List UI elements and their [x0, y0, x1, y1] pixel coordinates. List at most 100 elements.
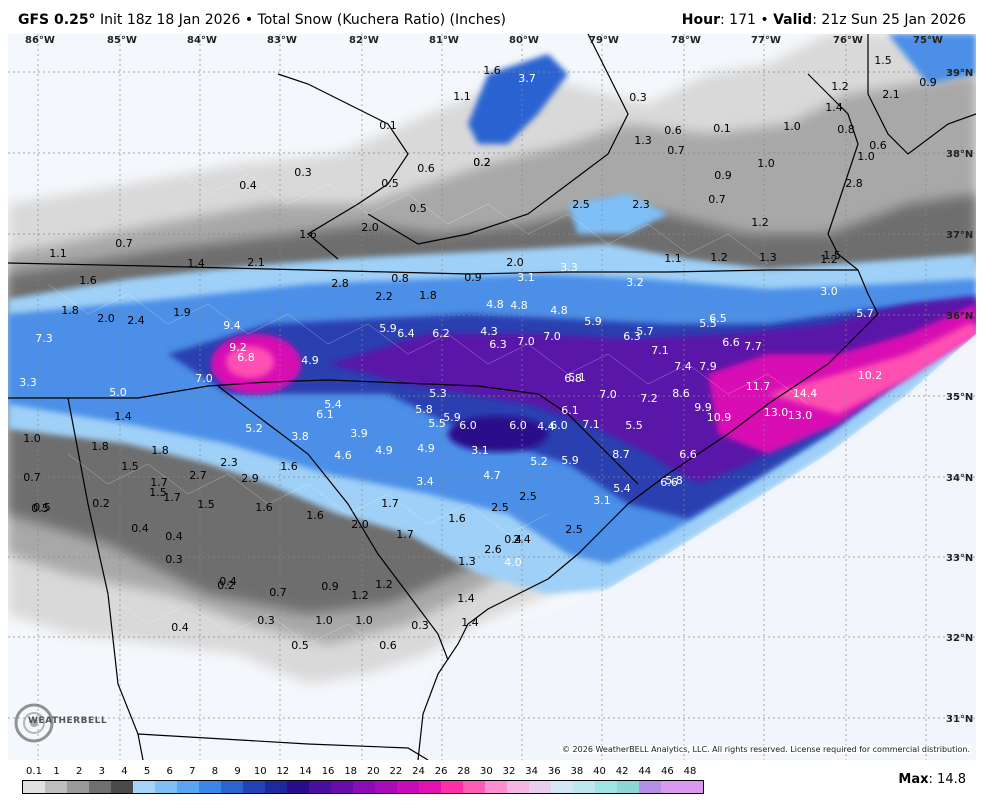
- legend-swatch: [67, 781, 89, 793]
- snow-value-label: 2.1: [882, 88, 900, 101]
- legend-tick-label: 34: [525, 766, 539, 777]
- snow-value-label: 2.0: [351, 518, 369, 531]
- legend-swatch: [89, 781, 111, 793]
- snow-value-label: 2.4: [513, 533, 531, 546]
- snow-value-label: 4.0: [504, 556, 522, 569]
- snow-value-label: 5.9: [584, 315, 602, 328]
- snow-value-label: 1.5: [874, 54, 892, 67]
- snow-value-label: 0.7: [115, 237, 133, 250]
- legend-swatch: [331, 781, 353, 793]
- logo-wordmark: WEATHERBELL: [28, 716, 108, 726]
- snow-value-label: 1.0: [23, 432, 41, 445]
- mountain-max-core: [226, 346, 274, 378]
- legend-tick-label: 36: [547, 766, 561, 777]
- snow-value-label: 2.4: [127, 314, 145, 327]
- snow-value-label: 1.8: [419, 289, 437, 302]
- snow-value-label: 1.7: [163, 491, 181, 504]
- snow-value-label: 1.7: [150, 476, 168, 489]
- legend-swatch: [177, 781, 199, 793]
- max-value: Max: 14.8: [898, 772, 966, 787]
- legend-tick-label: 44: [638, 766, 652, 777]
- snow-value-label: 1.7: [381, 497, 399, 510]
- legend-tick-label: 30: [480, 766, 493, 777]
- legend-tick-label: 4: [121, 766, 128, 777]
- weatherbell-logo: [14, 703, 54, 743]
- snow-value-label: 5.9: [379, 322, 397, 335]
- snow-value-label: 1.3: [458, 555, 476, 568]
- snow-value-label: 1.1: [664, 252, 682, 265]
- snow-value-label: 5.5: [625, 419, 643, 432]
- lat-label: 39°N: [946, 68, 973, 79]
- lat-label: 32°N: [946, 633, 973, 644]
- snow-value-label: 0.3: [629, 91, 647, 104]
- snow-value-label: 3.3: [19, 376, 37, 389]
- snow-value-label: 13.0: [788, 409, 813, 422]
- snow-value-label: 5.2: [245, 422, 263, 435]
- snow-value-label: 0.9: [464, 271, 482, 284]
- snow-value-label: 0.8: [837, 123, 855, 136]
- snow-value-label: 0.5: [409, 202, 427, 215]
- copyright-notice: © 2026 WeatherBELL Analytics, LLC. All r…: [560, 745, 972, 754]
- md-de-border: [867, 34, 976, 155]
- snow-value-label: 5.0: [109, 386, 127, 399]
- snow-value-label: 1.6: [255, 501, 273, 514]
- valid-value: 21z Sun 25 Jan 2026: [821, 12, 966, 28]
- snow-value-label: 2.3: [220, 456, 238, 469]
- snow-value-label: 1.0: [783, 120, 801, 133]
- snow-value-label: 1.2: [375, 578, 393, 591]
- coastline: [417, 73, 879, 760]
- snow-value-label: 0.4: [504, 533, 522, 546]
- snow-value-label: 7.1: [651, 344, 669, 357]
- legend-tick-label: 9: [234, 766, 241, 777]
- snow-value-label: 5.8: [415, 403, 433, 416]
- snow-value-label: 4.9: [301, 354, 319, 367]
- snow-value-label: 1.4: [187, 257, 205, 270]
- legend-swatch: [353, 781, 375, 793]
- snow-value-label: 7.7: [744, 340, 762, 353]
- legend-tick-label: 18: [344, 766, 358, 777]
- run-description: Init 18z 18 Jan 2026 • Total Snow (Kuche…: [100, 12, 506, 28]
- snow-value-label: 6.2: [432, 327, 450, 340]
- snow-value-label: 0.4: [171, 621, 189, 634]
- snow-value-label: 5.5: [699, 317, 717, 330]
- snow-value-label: 2.0: [361, 221, 379, 234]
- hour-label: Hour: [681, 12, 720, 28]
- legend-swatch: [419, 781, 441, 793]
- snow-value-label: 1.6: [280, 460, 298, 473]
- snow-value-label: 0.2: [473, 156, 491, 169]
- snow-value-label: 3.1: [471, 444, 489, 457]
- snow-value-label: 6.3: [489, 338, 507, 351]
- snow-value-label: 1.1: [453, 90, 471, 103]
- va-band: [568, 194, 668, 234]
- snow-value-label: 8.6: [672, 387, 690, 400]
- snow-value-label: 3.7: [518, 72, 536, 85]
- snow-value-label: 4.8: [550, 304, 568, 317]
- snow-value-label: 5.2: [530, 455, 548, 468]
- snow-value-label: 0.4: [131, 522, 149, 535]
- snow-value-label: 1.4: [114, 410, 132, 423]
- snow-value-label: 1.8: [61, 304, 79, 317]
- legend-tick-label: 2: [76, 766, 83, 777]
- snow-value-label: 7.9: [699, 360, 717, 373]
- legend-tick-label: 46: [661, 766, 674, 777]
- snow-value-label: 11.7: [746, 380, 771, 393]
- snow-value-label: 4.9: [417, 442, 435, 455]
- snow-value-label: 0.6: [417, 162, 435, 175]
- snow-value-label: 3.8: [291, 430, 309, 443]
- valid-time: Hour: 171 • Valid: 21z Sun 25 Jan 2026: [681, 12, 966, 28]
- snow-value-label: 9.2: [229, 341, 247, 354]
- legend-tick-label: 26: [434, 766, 448, 777]
- snow-value-label: 6.6: [660, 476, 678, 489]
- legend-tick-label: 5: [143, 766, 151, 777]
- snow-value-label: 1.6: [306, 509, 324, 522]
- snow-value-label: 1.1: [49, 247, 67, 260]
- legend-swatch: [375, 781, 397, 793]
- legend-tick-label: 22: [389, 766, 403, 777]
- snow-value-label: 4.3: [480, 325, 498, 338]
- snow-value-label: 5.3: [429, 387, 447, 400]
- snow-value-label: 0.5: [291, 639, 309, 652]
- lon-label: 84°W: [187, 35, 217, 46]
- snow-value-label: 3.3: [560, 261, 578, 274]
- snow-value-label: 6.0: [550, 419, 568, 432]
- snow-value-label: 1.4: [457, 592, 475, 605]
